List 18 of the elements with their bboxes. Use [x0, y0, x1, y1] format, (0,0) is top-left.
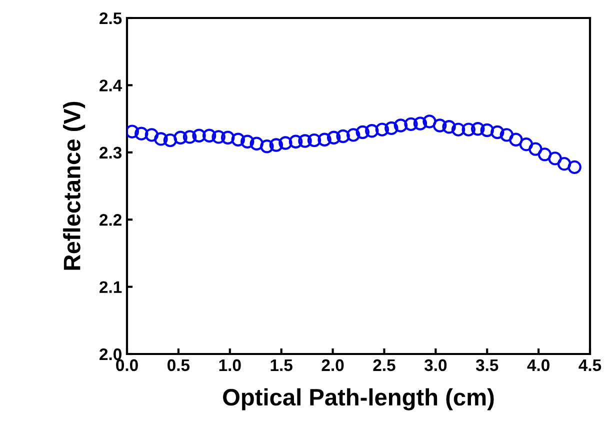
x-tick-label: 0.5	[168, 359, 190, 372]
y-tick-label: 2.2	[100, 214, 122, 226]
y-tick-label: 2.4	[100, 80, 122, 92]
y-axis-title: Reflectance (V)	[63, 102, 86, 270]
x-tick-label: 4.0	[527, 359, 550, 372]
x-tick-label: 2.0	[322, 359, 344, 372]
x-tick-label: 3.5	[476, 359, 498, 372]
y-tick-label: 2.1	[100, 281, 122, 293]
x-tick-label: 4.5	[578, 359, 602, 372]
x-tick-label: 1.5	[270, 359, 292, 372]
x-tick-label: 1.0	[219, 359, 241, 372]
x-tick-label: 0.0	[116, 359, 138, 372]
x-tick-label: 3.0	[424, 359, 447, 372]
y-tick-label: 2.3	[100, 146, 122, 159]
y-tick-label: 2.0	[100, 348, 122, 360]
y-tick-label: 2.5	[100, 12, 122, 24]
x-axis-title: Optical Path-length (cm)	[223, 388, 494, 410]
x-tick-label: 2.5	[373, 359, 396, 372]
